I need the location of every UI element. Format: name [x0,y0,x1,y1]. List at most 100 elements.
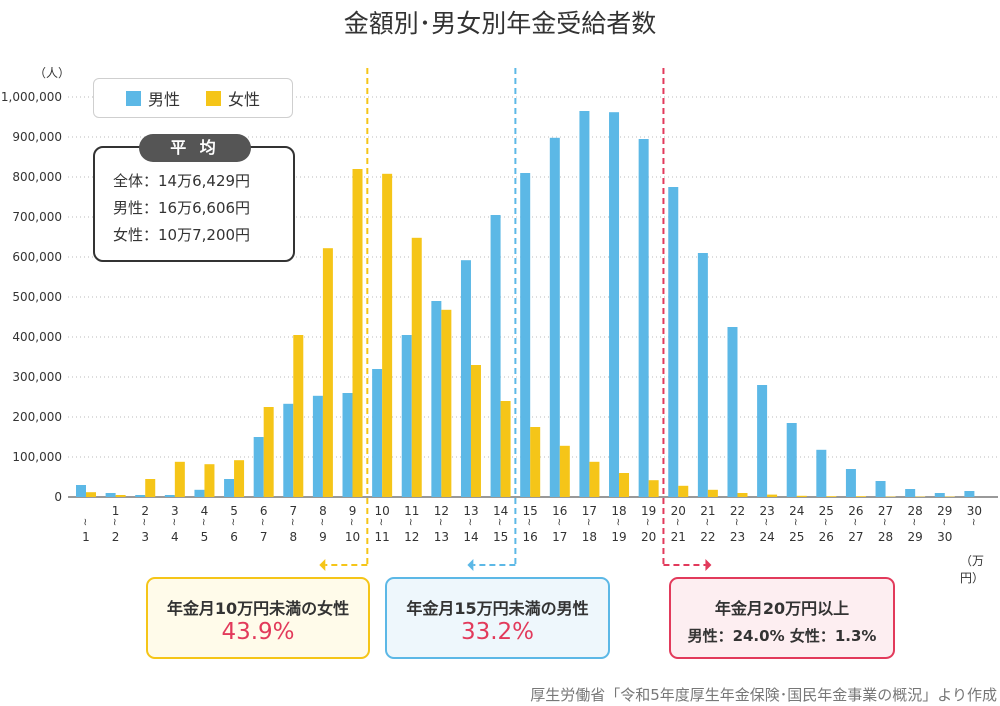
x-tick-label: 28 [878,530,893,544]
x-tick-label: 10 [345,530,360,544]
bar-female [619,473,630,497]
bar-male [224,479,235,497]
x-tick-label: 1 [112,504,120,518]
x-tick-label: 4 [201,504,209,518]
y-tick-label: 400,000 [12,330,62,344]
x-tick-label: 24 [759,530,774,544]
bar-female [826,496,837,497]
bar-male [934,493,945,497]
x-tick-label: 22 [700,530,715,544]
x-tick-label: 20 [641,530,656,544]
x-tick-label: 16 [552,504,567,518]
x-tick-label: ~ [730,518,741,526]
legend-swatch-male [125,90,141,106]
callout-men-under-15: 年金月15万円未満の男性 33.2% [385,577,610,659]
callout-over-20: 年金月20万円以上 男性：24.0% 女性：1.3% [669,577,895,659]
bar-male [875,481,886,497]
average-box: 平 均 全体：14万6,429円 男性：16万6,606円 女性：10万7,20… [93,134,295,262]
x-tick-label: 29 [937,504,952,518]
bar-male [786,423,797,497]
x-tick-label: ~ [553,518,564,526]
bar-male [549,137,560,498]
x-tick-label: ~ [671,518,682,526]
x-tick-label: 4 [171,530,179,544]
x-tick-label: 22 [730,504,745,518]
x-tick-label: 10 [374,504,389,518]
x-tick-label: ~ [760,518,771,526]
x-tick-label: 18 [611,504,626,518]
bar-female [707,489,718,497]
bar-female [530,427,541,497]
bar-female [234,460,245,497]
bar-female [559,445,570,497]
bar-female [737,493,748,497]
x-tick-label: ~ [227,518,238,526]
x-tick-label: 20 [671,504,686,518]
x-tick-label: 2 [112,530,120,544]
bar-male [697,253,708,497]
x-tick-label: 12 [434,504,449,518]
x-tick-label: 11 [404,504,419,518]
bar-male [638,139,649,497]
x-tick-label: 26 [819,530,834,544]
bar-male [460,260,471,497]
callout-women-under-10: 年金月10万円未満の女性 43.9% [146,577,370,659]
x-tick-label: ~ [197,518,208,526]
bar-male [609,112,620,497]
bar-female [441,309,452,497]
x-tick-label: 11 [374,530,389,544]
callout-women-title: 年金月10万円未満の女性 [166,599,350,618]
y-tick-label: 700,000 [12,210,62,224]
x-tick-label: ~ [790,518,801,526]
bar-female [648,480,659,497]
bar-male [283,403,294,497]
bar-male [105,493,116,497]
x-tick-label: 19 [611,530,626,544]
x-tick-label: 12 [404,530,419,544]
x-tick-label: ~ [967,518,978,526]
x-tick-label: 30 [937,530,952,544]
x-tick-label: 19 [641,504,656,518]
x-tick-label: 27 [878,504,893,518]
legend-label-female: 女性 [228,90,261,109]
y-tick-label: 1,000,000 [1,90,62,104]
bar-female [86,492,96,497]
bar-female [767,494,778,497]
bar-female [115,495,126,497]
x-tick-label: 29 [908,530,923,544]
bar-female [204,464,215,497]
bar-male [727,327,738,497]
bar-female [796,495,807,497]
x-tick-label: 28 [908,504,923,518]
y-tick-label: 800,000 [12,170,62,184]
chart-title: 金額別･男女別年金受給者数 [343,9,657,38]
y-axis-unit: （人） [34,66,71,80]
x-tick-label: 7 [260,530,268,544]
bar-female [589,461,600,497]
x-tick-label: 13 [463,504,478,518]
x-tick-label: 30 [967,504,982,518]
bar-male [342,393,353,497]
x-tick-label: 2 [141,504,149,518]
x-tick-label: ~ [938,518,949,526]
x-tick-label: 3 [171,504,179,518]
x-tick-label: ~ [908,518,919,526]
bar-male [668,187,679,497]
x-tick-label: 25 [789,530,804,544]
x-tick-label: 13 [434,530,449,544]
x-tick-label: 8 [289,530,297,544]
x-tick-label: 23 [730,530,745,544]
y-tick-label: 200,000 [12,410,62,424]
x-tick-label: ~ [612,518,623,526]
bar-male [757,385,768,497]
x-tick-label: 26 [848,504,863,518]
callout-high-detail: 男性：24.0% 女性：1.3% [687,627,877,645]
x-tick-label: ~ [375,518,386,526]
y-tick-label: 100,000 [12,450,62,464]
x-tick-label: ~ [523,518,534,526]
bar-male [520,173,531,497]
bar-female [145,479,156,497]
average-line-male: 男性：16万6,606円 [113,199,251,217]
x-tick-label: ~ [168,518,179,526]
y-tick-label: 0 [54,490,62,504]
